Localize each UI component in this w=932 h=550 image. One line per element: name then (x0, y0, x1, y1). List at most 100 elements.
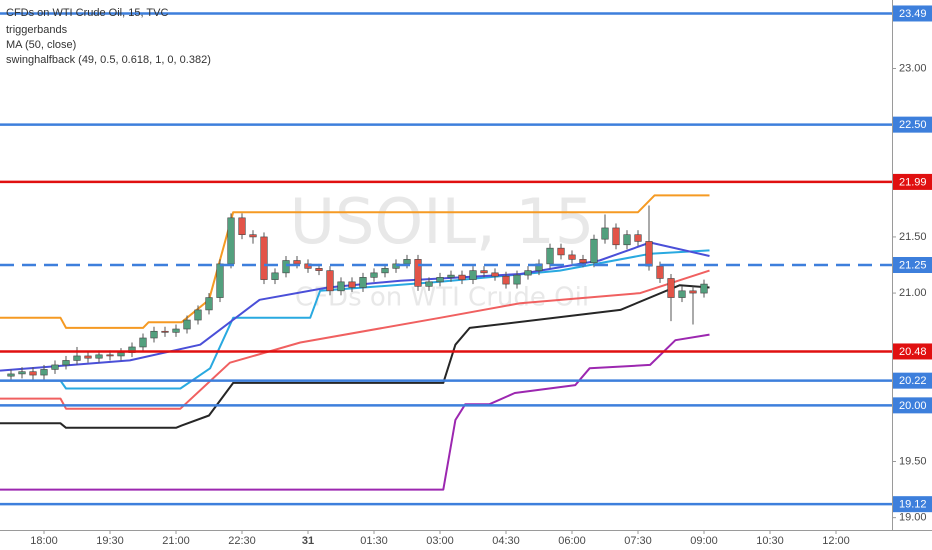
candle-body (117, 352, 125, 357)
level-badge (893, 372, 932, 389)
candle-body (579, 259, 587, 264)
candle-body (370, 272, 378, 278)
legend: CFDs on WTI Crude Oil, 15, TVC triggerba… (6, 7, 211, 66)
candle-body (359, 277, 367, 288)
x-tick-label: 07:30 (624, 535, 652, 547)
level-badge (893, 257, 932, 273)
candle-body (590, 238, 598, 264)
candle-body (458, 274, 466, 280)
x-tick-label: 22:30 (228, 535, 256, 547)
legend-indicator: swinghalfback (49, 0.5, 0.618, 1, 0, 0.3… (6, 54, 211, 66)
watermark-symbol: USOIL, 15 (290, 185, 595, 258)
level-label: 22.50 (899, 119, 927, 131)
indicator-line (0, 249, 710, 390)
y-tick-label: 19.00 (899, 512, 927, 524)
x-tick-label: 19:30 (96, 535, 124, 547)
y-tick-label: 23.00 (899, 62, 927, 74)
candle-body (150, 330, 158, 339)
x-tick-label: 09:00 (690, 535, 718, 547)
candle-body (469, 270, 477, 280)
level-badge (893, 397, 932, 414)
y-tick-label: 21.50 (899, 231, 927, 243)
candle-body (315, 268, 323, 271)
plot (0, 12, 892, 506)
candle-body (216, 263, 224, 298)
candle-body (227, 217, 235, 265)
candle-body (645, 241, 653, 267)
candle-body (161, 330, 169, 333)
y-tick-label: 21.00 (899, 287, 927, 299)
candle-body (436, 277, 444, 283)
legend-indicator: triggerbands (6, 24, 68, 36)
candle-body (183, 319, 191, 330)
candle-body (62, 360, 70, 366)
x-tick-label: 21:00 (162, 535, 190, 547)
watermark: USOIL, 15 CFDs on WTI Crude Oil (290, 185, 595, 312)
candle-body (271, 272, 279, 280)
candle-body (601, 227, 609, 240)
candle-body (84, 355, 92, 359)
x-tick-label: 01:30 (360, 535, 388, 547)
level-label: 23.49 (899, 8, 927, 20)
indicator-line (0, 333, 710, 491)
candle-body (51, 364, 59, 370)
level-badge (893, 5, 932, 22)
candle-body (73, 355, 81, 361)
candle-body (40, 369, 48, 376)
x-tick-label: 12:00 (822, 535, 850, 547)
candle-body (172, 328, 180, 333)
indicator-line (0, 194, 710, 329)
candle-body (18, 371, 26, 375)
candle-body (546, 247, 554, 265)
candle-body (700, 283, 708, 294)
axes: 23.00 21.50 21.00 19.50 19.00 18:00 19:30 21:00… (30, 5, 932, 547)
x-tick-label: 18:00 (30, 535, 58, 547)
level-badge (893, 496, 932, 513)
candle-body (139, 337, 147, 348)
candle-body (95, 354, 103, 359)
x-tick-label: 31 (302, 535, 314, 547)
candle-body (205, 297, 213, 311)
level-label: 20.22 (899, 375, 927, 387)
candle-body (106, 354, 114, 357)
candle-body (260, 236, 268, 280)
candle-body (623, 234, 631, 246)
level-badge (893, 116, 932, 133)
candle-body (689, 290, 697, 294)
legend-title: CFDs on WTI Crude Oil, 15, TVC (6, 7, 168, 19)
candle-body (7, 373, 15, 377)
candle-body (29, 371, 37, 376)
candle-body (667, 278, 675, 298)
candle-body (414, 259, 422, 287)
level-label: 20.48 (899, 346, 927, 358)
x-tick-label: 06:00 (558, 535, 586, 547)
candle-body (634, 234, 642, 242)
candle-body (238, 217, 246, 235)
candle-body (348, 281, 356, 288)
candle-body (502, 275, 510, 285)
x-tick-label: 10:30 (756, 535, 784, 547)
level-label: 19.12 (899, 499, 927, 511)
candle-body (337, 281, 345, 292)
candle-body (513, 274, 521, 285)
candle-body (381, 268, 389, 274)
candle-body (656, 265, 664, 279)
candle-body (524, 270, 532, 276)
candle-body (293, 260, 301, 265)
indicator-line (0, 284, 710, 429)
candle-body (425, 281, 433, 287)
candle-body (491, 272, 499, 277)
x-tick-label: 03:00 (426, 535, 454, 547)
level-badge (893, 343, 932, 360)
candle-body (249, 234, 257, 238)
level-label: 20.00 (899, 400, 927, 412)
candle-body (612, 227, 620, 246)
candle-body (194, 309, 202, 321)
level-label: 21.99 (899, 176, 927, 188)
x-tick-label: 04:30 (492, 535, 520, 547)
legend-indicator: MA (50, close) (6, 39, 76, 51)
y-tick-label: 19.50 (899, 455, 927, 467)
